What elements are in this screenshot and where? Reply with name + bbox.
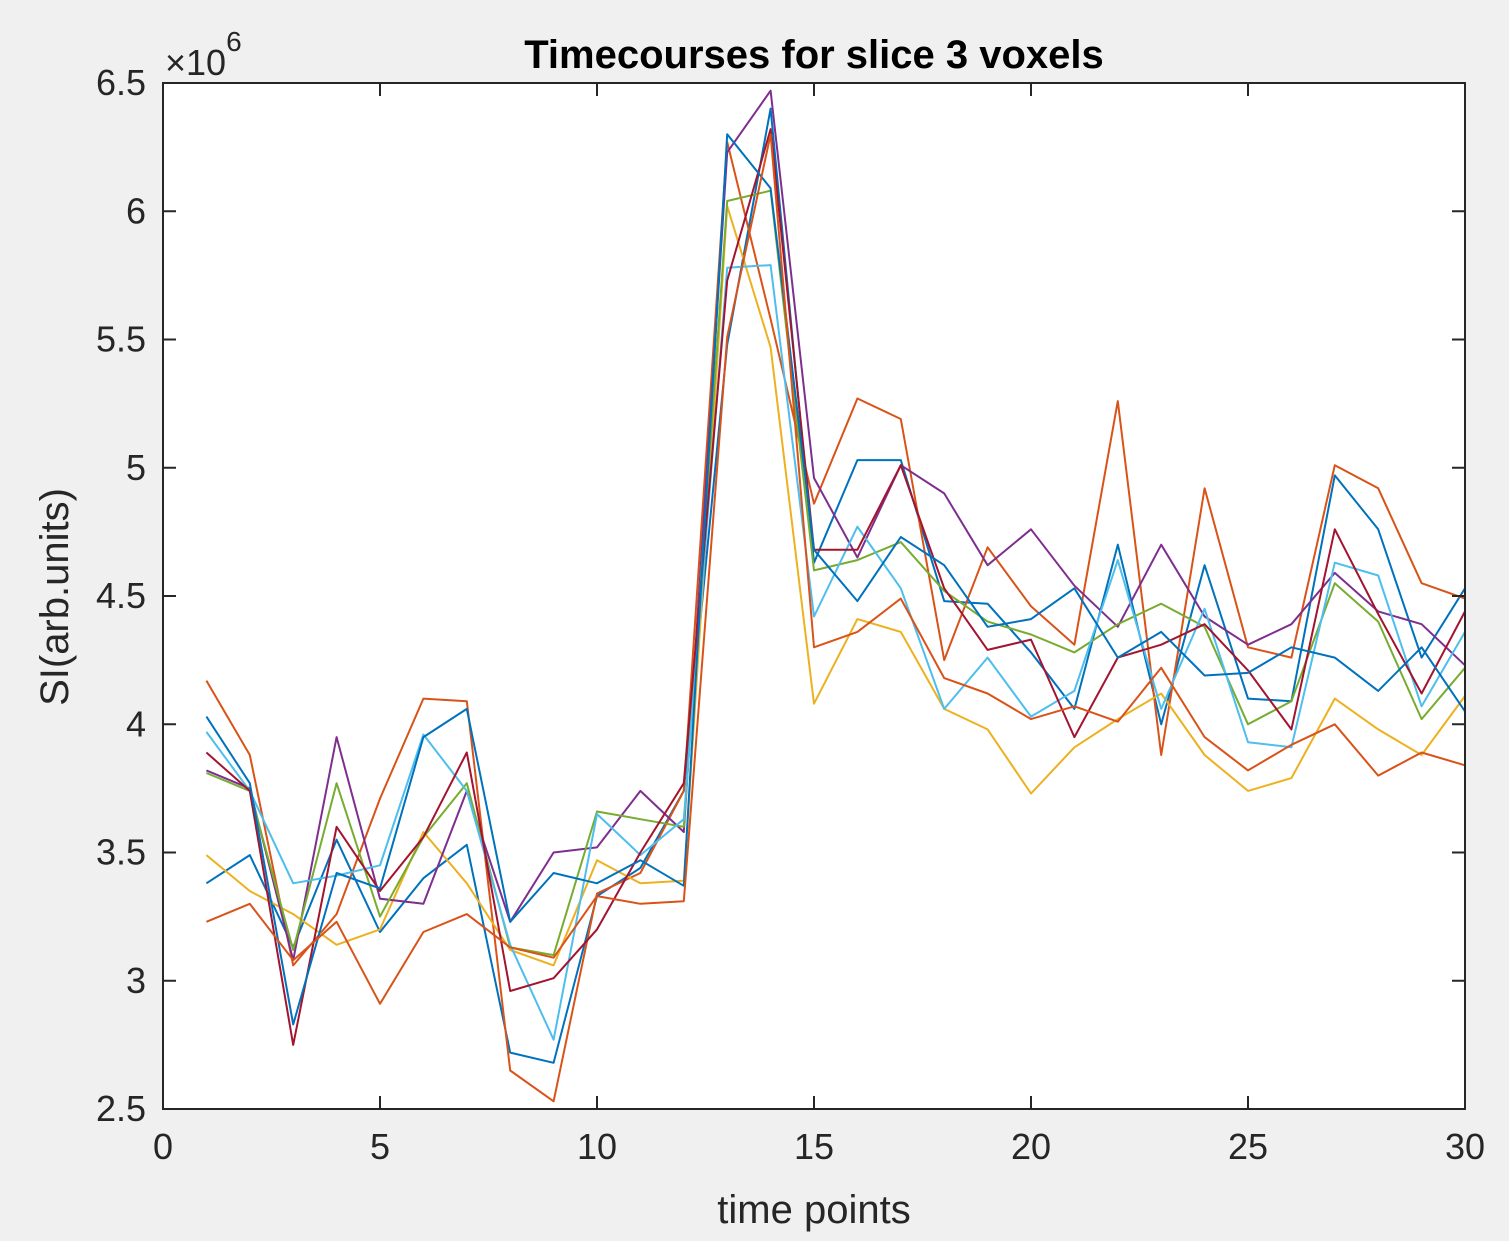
x-tick-label: 15	[794, 1126, 834, 1167]
y-tick-label: 6.5	[96, 62, 146, 103]
series-line-1	[205, 107, 1466, 1064]
series-line-3	[205, 205, 1466, 967]
y-tick-label: 3.5	[96, 832, 146, 873]
y-exponent-base: ×10	[165, 42, 226, 83]
series-line-9	[206, 133, 1466, 1005]
series-line-5	[206, 189, 1466, 957]
y-tick-label: 3	[126, 960, 146, 1001]
y-tick-label: 2.5	[96, 1088, 146, 1129]
series-line-7	[205, 128, 1466, 1046]
y-tick-label: 5	[126, 447, 146, 488]
series-line-2	[205, 141, 1466, 1103]
chart-title: Timecourses for slice 3 voxels	[524, 33, 1104, 77]
ticks-layer: 0 5 10 15 20 25 30 2.5 3 3.5 4 4.5 5 5.5 6 6.5	[96, 62, 1485, 1167]
x-tick-label: 30	[1445, 1126, 1485, 1167]
x-tick-label: 25	[1228, 1126, 1268, 1167]
series-line-4	[206, 89, 1466, 962]
series-line-6	[205, 264, 1466, 1041]
y-tick-label: 6	[126, 190, 146, 231]
x-tick-label: 10	[577, 1126, 617, 1167]
plot-area	[163, 83, 1465, 1109]
series-layer	[205, 89, 1466, 1103]
y-axis-title: SI(arb.units)	[33, 488, 77, 706]
x-tick-label: 20	[1011, 1126, 1051, 1167]
y-exponent-label: ×106	[165, 26, 242, 83]
y-tick-label: 4.5	[96, 575, 146, 616]
x-tick-label: 5	[370, 1126, 390, 1167]
series-line-8	[205, 133, 1466, 1026]
x-tick-label: 0	[153, 1126, 173, 1167]
y-tick-label: 4	[126, 703, 146, 744]
x-axis-title: time points	[717, 1188, 910, 1232]
y-exponent-power: 6	[226, 26, 242, 57]
y-tick-label: 5.5	[96, 319, 146, 360]
